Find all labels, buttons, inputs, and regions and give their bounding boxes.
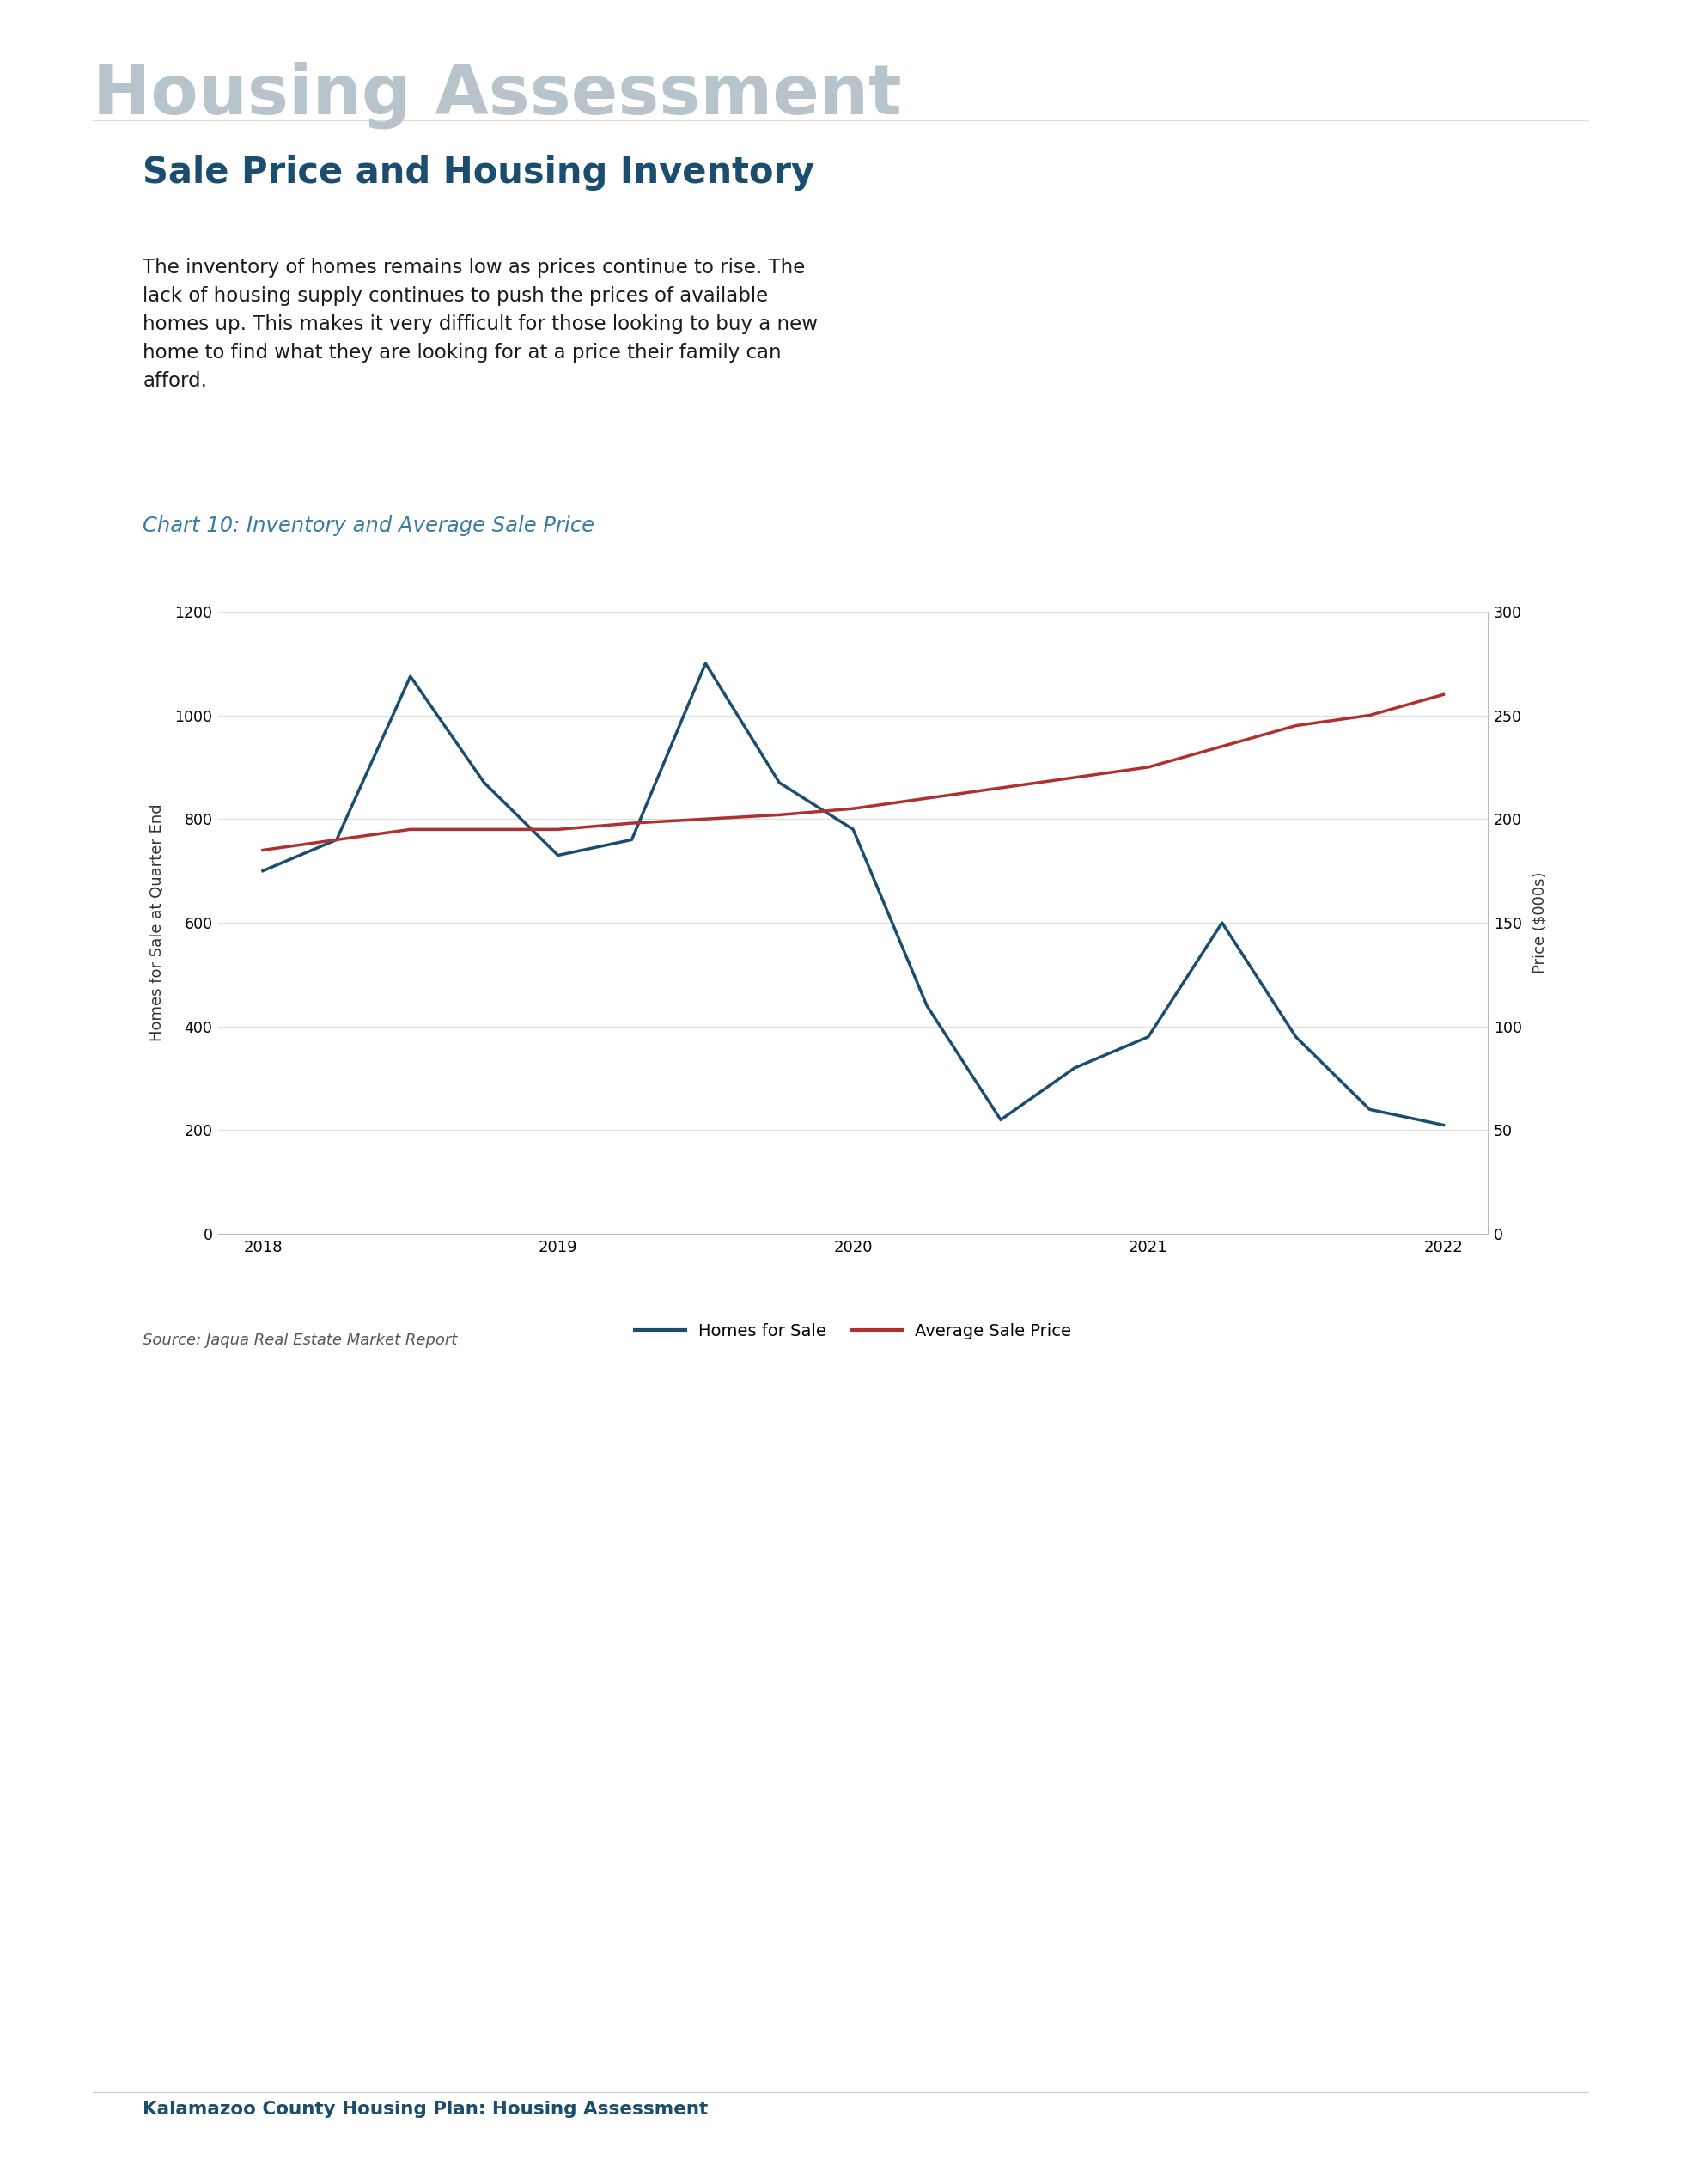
Legend: Homes for Sale, Average Sale Price: Homes for Sale, Average Sale Price [635,1324,1071,1339]
Text: Kalamazoo County Housing Plan: Housing Assessment: Kalamazoo County Housing Plan: Housing A… [143,2101,708,2118]
Text: Housing Assessment: Housing Assessment [92,61,901,129]
Text: Chart 10: Inventory and Average Sale Price: Chart 10: Inventory and Average Sale Pri… [143,515,595,535]
Y-axis label: Price ($000s): Price ($000s) [1531,871,1547,974]
Text: Source: Jaqua Real Estate Market Report: Source: Jaqua Real Estate Market Report [143,1332,457,1348]
Y-axis label: Homes for Sale at Quarter End: Homes for Sale at Quarter End [150,804,165,1042]
Text: Sale Price and Housing Inventory: Sale Price and Housing Inventory [143,155,815,192]
Text: The inventory of homes remains low as prices continue to rise. The
lack of housi: The inventory of homes remains low as pr… [143,258,819,391]
